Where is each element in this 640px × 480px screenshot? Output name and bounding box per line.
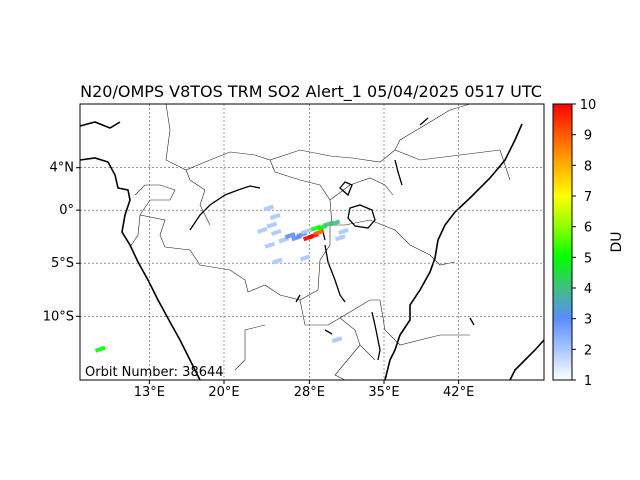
- so2-pixel: [334, 234, 346, 242]
- so2-pixel: [257, 226, 268, 234]
- latitude-axis: 4°N 0° 5°S 10°S: [43, 161, 80, 324]
- y-tick-label: 0°: [59, 203, 74, 218]
- colorbar-gradient: [552, 103, 573, 381]
- x-tick-label: 20°E: [208, 385, 239, 400]
- colorbar-tick-label: 3: [584, 313, 592, 328]
- colorbar-tick-label: 8: [584, 159, 592, 174]
- so2-pixel: [266, 221, 278, 229]
- so2-pixel: [329, 219, 341, 227]
- map-background: [80, 104, 544, 380]
- colorbar: 1 2 3 4 5 6 7 8 9 10 DU: [552, 98, 625, 389]
- so2-pixel: [313, 228, 325, 236]
- colorbar-tick-label: 2: [584, 343, 592, 358]
- orbit-number-label: Orbit Number: 38644: [85, 365, 224, 380]
- colorbar-tick-label: 5: [584, 251, 592, 266]
- so2-pixel: [270, 228, 282, 236]
- lake-turkana: [394, 159, 403, 186]
- so2-pixel: [94, 345, 106, 353]
- so2-pixel: [300, 227, 312, 235]
- x-tick-label: 28°E: [294, 385, 325, 400]
- lake-albert: [339, 181, 353, 197]
- map-area: [79, 103, 545, 381]
- colorbar-tick-label: 4: [584, 282, 592, 297]
- x-tick-label: 42°E: [443, 385, 474, 400]
- graticule: [80, 104, 544, 380]
- lake-victoria: [347, 204, 376, 229]
- so2-pixel: [264, 241, 276, 249]
- so2-layer: [94, 204, 349, 353]
- lake-tanganyika: [324, 244, 346, 303]
- so2-pixel: [331, 336, 343, 344]
- country-borders: [129, 103, 511, 381]
- lake-malawi: [371, 311, 381, 361]
- so2-pixel: [269, 213, 281, 220]
- x-tick-label: 13°E: [134, 385, 165, 400]
- colorbar-tick-label: 6: [584, 221, 592, 236]
- congo-river: [189, 185, 261, 231]
- coastline: [79, 121, 545, 381]
- longitude-axis: 13°E 20°E 28°E 35°E 42°E: [134, 380, 474, 400]
- so2-pixel: [308, 268, 319, 276]
- so2-pixel: [299, 254, 311, 262]
- so2-pixel: [338, 227, 349, 235]
- so2-pixel: [284, 232, 296, 240]
- colorbar-tick-label: 9: [584, 129, 592, 144]
- so2-pixel: [271, 257, 283, 265]
- colorbar-tick-label: 1: [584, 374, 592, 389]
- map-frame: [79, 103, 545, 381]
- colorbar-label: DU: [609, 231, 625, 252]
- colorbar-tick-label: 10: [580, 98, 597, 113]
- colorbar-tick-label: 7: [584, 190, 592, 205]
- so2-pixel: [263, 204, 275, 212]
- y-tick-label: 5°S: [51, 256, 74, 271]
- x-tick-label: 35°E: [368, 385, 399, 400]
- so2-pixel: [310, 224, 322, 232]
- colorbar-ticks: 1 2 3 4 5 6 7 8 9 10: [572, 98, 596, 389]
- y-tick-label: 4°N: [50, 161, 75, 176]
- y-tick-label: 10°S: [43, 309, 74, 324]
- plot-title: N20/OMPS V8TOS TRM SO2 Alert_1 05/04/202…: [80, 82, 542, 102]
